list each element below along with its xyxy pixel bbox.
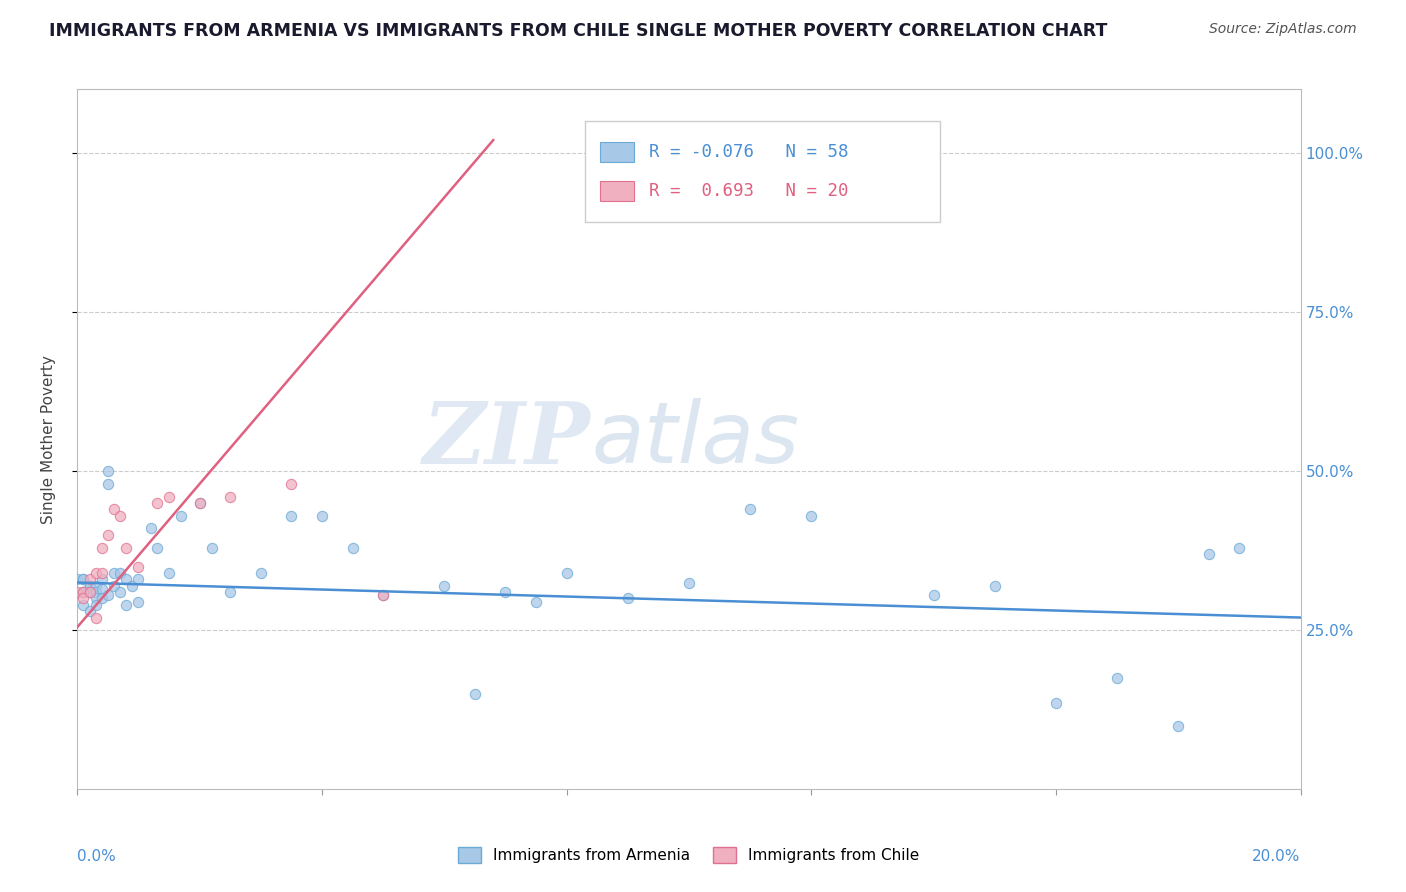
Point — [72, 598, 94, 612]
Point — [72, 585, 94, 599]
Point — [201, 541, 224, 555]
Text: IMMIGRANTS FROM ARMENIA VS IMMIGRANTS FROM CHILE SINGLE MOTHER POVERTY CORRELATI: IMMIGRANTS FROM ARMENIA VS IMMIGRANTS FR… — [49, 22, 1108, 40]
Point — [1198, 547, 1220, 561]
FancyBboxPatch shape — [585, 120, 939, 222]
Point — [84, 610, 107, 624]
Point — [72, 591, 94, 606]
Point — [280, 476, 302, 491]
Text: R = -0.076   N = 58: R = -0.076 N = 58 — [648, 144, 848, 161]
Point — [108, 508, 131, 523]
Point — [146, 541, 169, 555]
Point — [108, 585, 131, 599]
Point — [433, 579, 456, 593]
Point — [922, 588, 945, 602]
Text: 20.0%: 20.0% — [1253, 849, 1301, 864]
Point — [170, 508, 193, 523]
Point — [84, 585, 107, 599]
Point — [90, 573, 112, 587]
Point — [188, 496, 211, 510]
FancyBboxPatch shape — [599, 181, 634, 201]
Point — [66, 573, 89, 587]
Point — [219, 585, 242, 599]
Point — [79, 585, 101, 599]
Point — [103, 566, 125, 580]
Point — [115, 598, 138, 612]
Point — [128, 594, 150, 608]
Point — [90, 582, 112, 596]
Point — [740, 502, 762, 516]
Point — [128, 573, 150, 587]
Point — [84, 591, 107, 606]
Point — [115, 573, 138, 587]
Point — [678, 575, 700, 590]
Point — [103, 502, 125, 516]
Point — [371, 588, 394, 602]
Point — [371, 588, 394, 602]
Legend: Immigrants from Armenia, Immigrants from Chile: Immigrants from Armenia, Immigrants from… — [453, 841, 925, 870]
Point — [97, 528, 120, 542]
Y-axis label: Single Mother Poverty: Single Mother Poverty — [42, 355, 56, 524]
Point — [72, 573, 94, 587]
FancyBboxPatch shape — [599, 143, 634, 162]
Point — [97, 588, 120, 602]
Point — [188, 496, 211, 510]
Point — [108, 566, 131, 580]
Point — [250, 566, 273, 580]
Point — [146, 496, 169, 510]
Point — [1107, 671, 1129, 685]
Point — [128, 559, 150, 574]
Point — [555, 566, 578, 580]
Point — [79, 573, 101, 587]
Point — [72, 573, 94, 587]
Point — [84, 598, 107, 612]
Point — [79, 585, 101, 599]
Point — [103, 579, 125, 593]
Point — [139, 521, 162, 535]
Point — [984, 579, 1007, 593]
Point — [524, 594, 547, 608]
Point — [79, 604, 101, 618]
Point — [800, 508, 823, 523]
Text: R =  0.693   N = 20: R = 0.693 N = 20 — [648, 182, 848, 200]
Point — [1167, 719, 1189, 733]
Point — [79, 579, 101, 593]
Text: ZIP: ZIP — [423, 398, 591, 481]
Point — [280, 508, 302, 523]
Point — [79, 585, 101, 599]
Point — [90, 541, 112, 555]
Text: Source: ZipAtlas.com: Source: ZipAtlas.com — [1209, 22, 1357, 37]
Point — [90, 591, 112, 606]
Point — [157, 566, 180, 580]
Text: 0.0%: 0.0% — [77, 849, 117, 864]
Point — [97, 464, 120, 478]
Point — [342, 541, 364, 555]
Point — [219, 490, 242, 504]
Point — [90, 566, 112, 580]
Point — [617, 591, 640, 606]
Point — [157, 490, 180, 504]
Point — [84, 579, 107, 593]
Text: atlas: atlas — [591, 398, 799, 481]
Point — [121, 579, 143, 593]
Point — [495, 585, 517, 599]
Point — [311, 508, 333, 523]
Point — [464, 687, 486, 701]
Point — [97, 476, 120, 491]
Point — [1045, 697, 1067, 711]
Point — [66, 585, 89, 599]
Point — [72, 585, 94, 599]
Point — [1229, 541, 1251, 555]
Point — [84, 566, 107, 580]
Point — [115, 541, 138, 555]
Point — [79, 579, 101, 593]
Point — [72, 585, 94, 599]
